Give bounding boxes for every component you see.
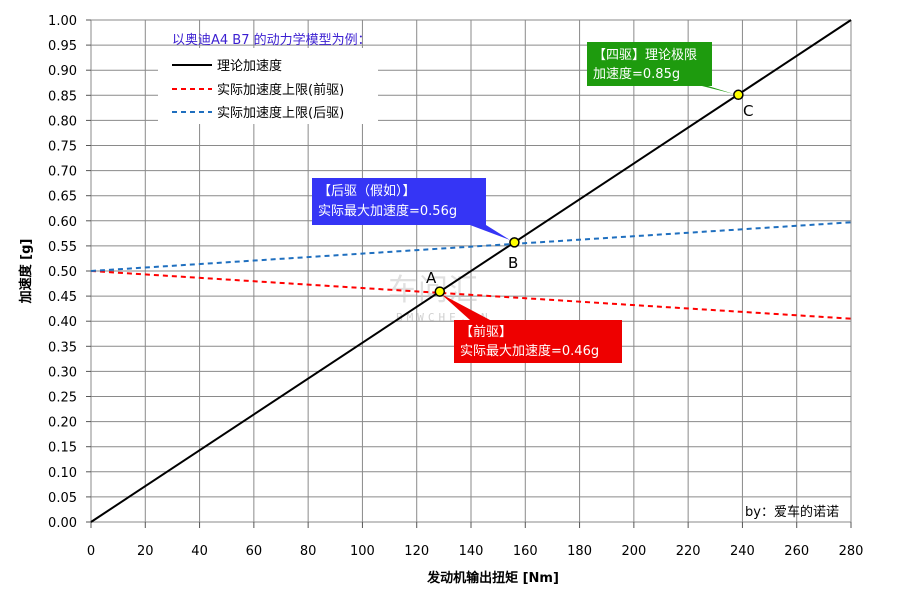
x-tick-label: 240: [730, 544, 755, 559]
callout-awd-box: [587, 42, 734, 94]
y-tick-label: 0.65: [48, 190, 77, 205]
y-tick-label: 1.00: [48, 14, 77, 29]
series-line-1: [90, 270, 852, 320]
legend-label-rwd: 实际加速度上限(后驱): [217, 105, 344, 121]
callout-awd: 【四驱】理论极限 加速度=0.85g: [587, 42, 734, 94]
x-tick-label: 100: [350, 544, 375, 559]
x-tick-label: 220: [676, 544, 701, 559]
callout-fwd-line2: 实际最大加速度=0.46g: [460, 343, 599, 359]
x-axis-title: 发动机输出扭矩 [Nm]: [426, 570, 559, 586]
y-tick-label: 0.70: [48, 165, 77, 180]
data-point-b: [509, 237, 520, 248]
x-tick-label: 160: [513, 544, 538, 559]
callout-awd-line2: 加速度=0.85g: [593, 66, 680, 82]
credit-text: by：爱车的诺诺: [745, 504, 839, 520]
y-axis-title: 加速度 [g]: [18, 239, 34, 305]
x-tick-label: 0: [87, 544, 95, 559]
point-label-b: B: [508, 254, 518, 272]
x-tick-label: 80: [300, 544, 317, 559]
callout-fwd-line1: 【前驱】: [460, 324, 512, 340]
data-point-c: [733, 89, 744, 101]
y-axis-ticks: 0.00 0.05 0.10 0.15 0.20 0.25 0.30 0.35 0.40 0.45…: [48, 14, 91, 531]
y-tick-label: 0.10: [48, 466, 77, 481]
watermark-logo: 车问汇: [388, 273, 478, 308]
y-tick-label: 0.50: [48, 265, 77, 280]
y-tick-label: 0.85: [48, 89, 77, 104]
legend-title: 以奥迪A4 B7 的动力学模型为例：: [172, 32, 371, 48]
x-tick-label: 180: [567, 544, 592, 559]
y-tick-label: 0.05: [48, 491, 77, 506]
x-tick-label: 260: [784, 544, 809, 559]
series-line-2: [90, 221, 852, 272]
x-axis-ticks: 0 20 40 60 80 100 120 140 160 180 200 220 240 260 280: [87, 522, 864, 559]
callout-rwd-box: [312, 178, 510, 240]
y-tick-label: 0.95: [48, 39, 77, 54]
callout-rwd-line2: 实际最大加速度=0.56g: [318, 203, 457, 219]
x-tick-label: 200: [621, 544, 646, 559]
x-tick-label: 140: [459, 544, 484, 559]
y-tick-label: 0.25: [48, 391, 77, 406]
callout-rwd-line1: 【后驱（假如）】: [318, 183, 416, 199]
series-lines: [90, 19, 852, 523]
x-tick-label: 60: [246, 544, 263, 559]
callout-fwd-box: [441, 294, 622, 363]
point-label-a: A: [426, 269, 437, 287]
y-tick-label: 0.75: [48, 140, 77, 155]
y-tick-label: 0.30: [48, 365, 77, 380]
x-tick-label: 20: [137, 544, 154, 559]
callout-rwd: 【后驱（假如）】 实际最大加速度=0.56g: [312, 178, 510, 240]
y-tick-label: 0.60: [48, 215, 77, 230]
y-tick-label: 0.40: [48, 315, 77, 330]
data-point-a: [434, 286, 446, 297]
y-tick-label: 0.20: [48, 416, 77, 431]
legend-label-fwd: 实际加速度上限(前驱): [217, 82, 344, 98]
data-points: [434, 89, 744, 297]
y-tick-label: 0.00: [48, 516, 77, 531]
x-tick-label: 280: [839, 544, 864, 559]
y-tick-label: 0.90: [48, 64, 77, 79]
legend-label-theory: 理论加速度: [217, 58, 282, 74]
x-tick-label: 120: [404, 544, 429, 559]
x-tick-label: 40: [191, 544, 208, 559]
callout-fwd: 【前驱】 实际最大加速度=0.46g: [441, 294, 622, 363]
y-tick-label: 0.45: [48, 290, 77, 305]
callout-awd-line1: 【四驱】理论极限: [593, 48, 697, 63]
series-line-0: [90, 19, 852, 523]
legend: 以奥迪A4 B7 的动力学模型为例： 理论加速度 实际加速度上限(前驱) 实际加…: [158, 32, 378, 124]
y-tick-label: 0.35: [48, 340, 77, 355]
y-tick-label: 0.55: [48, 240, 77, 255]
y-tick-label: 0.15: [48, 441, 77, 456]
y-tick-label: 0.80: [48, 114, 77, 129]
point-label-c: C: [743, 102, 753, 120]
